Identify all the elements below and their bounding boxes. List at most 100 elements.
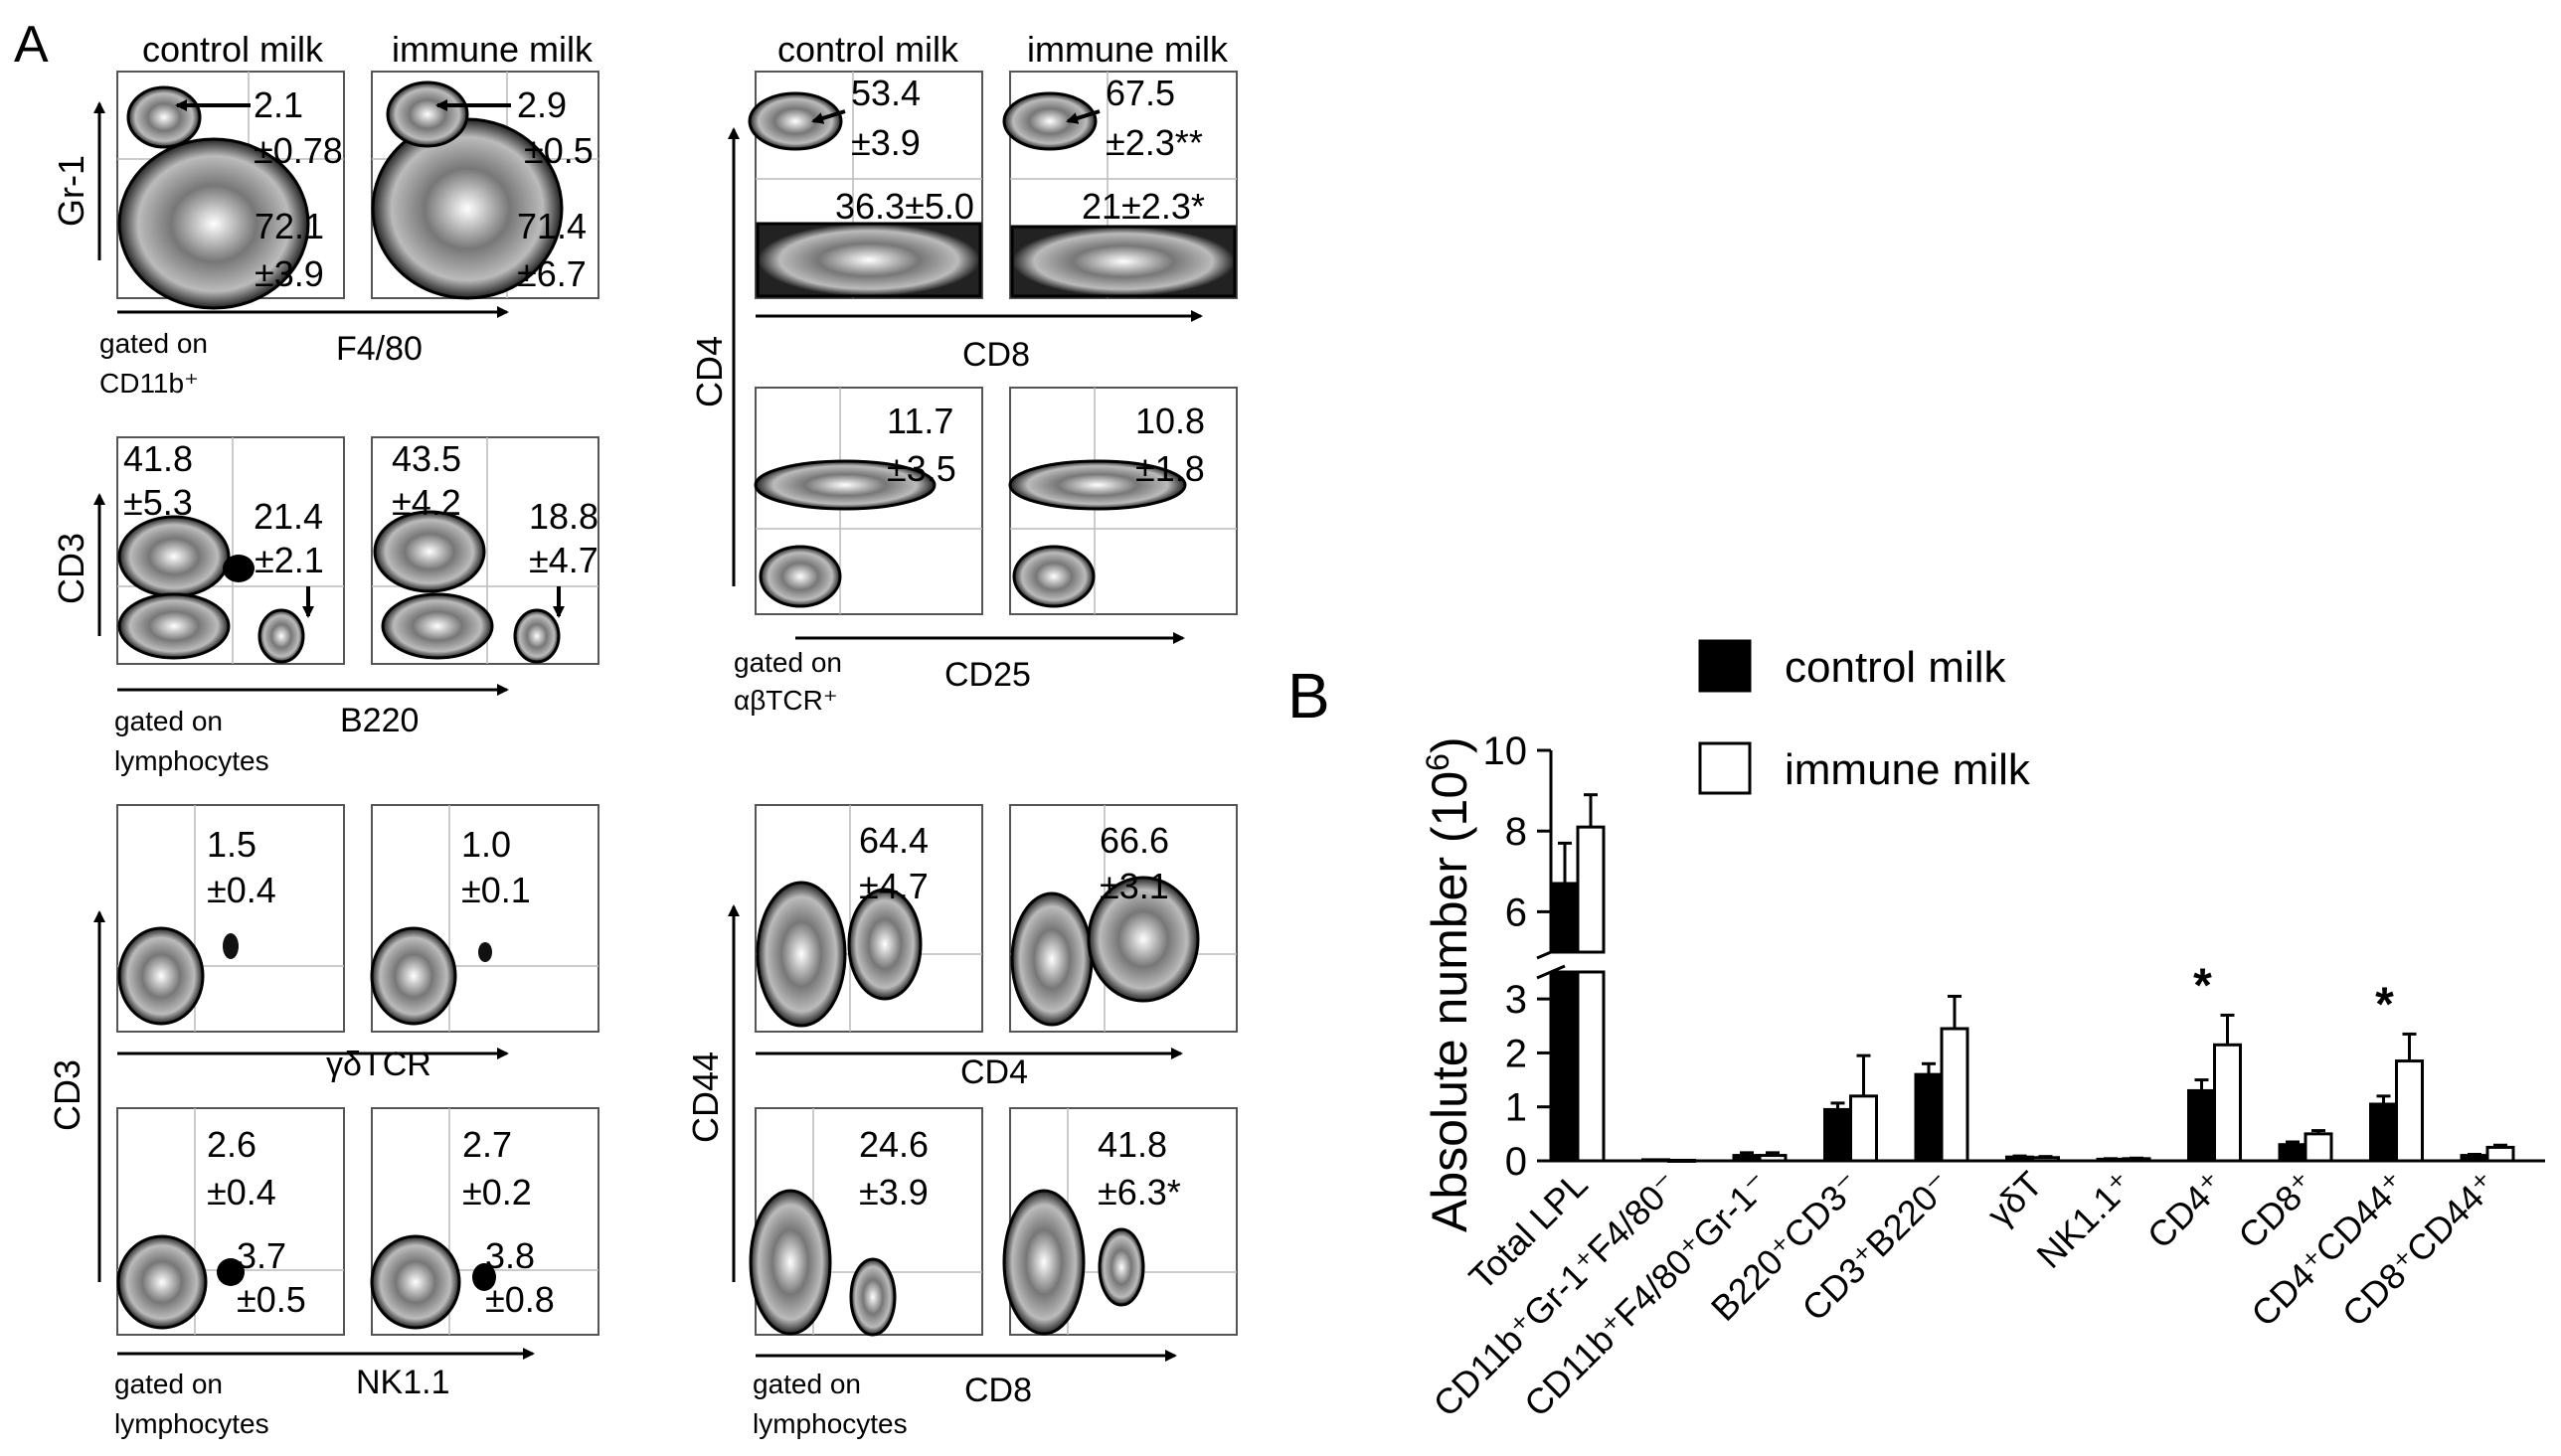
chart-bars: * * <box>1550 793 2515 1163</box>
bar-control <box>2278 1143 2307 1163</box>
bar-control <box>1732 1154 1762 1163</box>
x-tick-label: NK1.1⁺ <box>2028 1164 2140 1276</box>
stat-gr1-immune-0: 2.9 <box>517 84 567 125</box>
stat-nk11-immune-2: 3.8 <box>485 1235 535 1276</box>
flow-plot-gr1-immune <box>371 71 599 300</box>
bar-control <box>1823 1107 1852 1163</box>
stat-cd3b220-control-1: ±5.3 <box>123 482 193 523</box>
stat-nk11-control-2: 3.7 <box>237 1235 286 1276</box>
bar-immune <box>2395 1059 2424 1163</box>
bar-control <box>2460 1154 2489 1163</box>
bar-immune <box>1940 1027 1969 1163</box>
stat-gr1-immune-2: 71.4 <box>517 206 587 246</box>
stat-gr1-control-3: ±3.9 <box>255 253 324 294</box>
flow-plot-cd25-immune <box>1008 387 1238 615</box>
stat-cd3b220-immune-1: ±4.2 <box>392 482 461 523</box>
stat-cd3b220-immune-0: 43.5 <box>392 438 461 479</box>
bar-control <box>2005 1155 2034 1163</box>
flow-plot-nk11-immune <box>370 1107 599 1336</box>
stat-cd25-control-0: 11.7 <box>887 401 953 441</box>
flow-block-cd3b220: 41.8 ±5.3 21.4 ±2.1 43.5 ±4.2 18.8 ±4.7 … <box>51 436 599 776</box>
stat-gdtcr-immune-1: ±0.1 <box>461 870 531 910</box>
gate-label-nk11-0: gated on <box>114 1369 223 1399</box>
stat-gdtcr-control-0: 1.5 <box>207 824 256 865</box>
stat-gdtcr-immune-0: 1.0 <box>461 824 511 865</box>
flow-block-gr1: 2.1 ±0.78 72.1 ±3.9 2.9 ±0.5 71.4 ±6.7 G… <box>51 71 599 399</box>
x-axis-label-gr1: F4/80 <box>336 330 423 368</box>
arrow-cd4cd8-control <box>811 109 846 124</box>
stat-gr1-control-2: 72.1 <box>255 206 324 246</box>
bar-immune <box>1849 1094 1878 1163</box>
panel-label-a: A <box>14 16 49 74</box>
stat-cd44cd8-immune-0: 41.8 <box>1098 1124 1167 1165</box>
header-control-left: control milk <box>142 29 324 70</box>
stat-cd44cd8-control-1: ±3.9 <box>859 1172 929 1213</box>
flow-plot-gdtcr-immune <box>370 804 599 1033</box>
x-axis-label-cd25: CD25 <box>944 656 1031 694</box>
gate-label-cd44cd8-0: gated on <box>753 1369 861 1399</box>
stat-cd25-control-1: ±3.5 <box>887 448 956 489</box>
stat-cd3b220-control-3: ±2.1 <box>255 540 324 580</box>
bar-control <box>2187 1088 2216 1163</box>
flow-block-cd44cd4: 64.4 ±4.7 66.6 ±3.1 CD4 CD44 <box>685 804 1238 1282</box>
stat-cd44cd4-immune-1: ±3.1 <box>1100 866 1169 906</box>
y-tick-label-upper: 6 <box>1505 890 1527 934</box>
legend-label-control: control milk <box>1785 643 2006 692</box>
x-axis-label-cd4cd8: CD8 <box>962 336 1030 374</box>
legend: control milk immune milk <box>1698 639 2031 795</box>
bar-immune-upper <box>1576 825 1606 954</box>
flow-plot-cd4cd8-immune <box>1002 71 1238 299</box>
gate-label-cd3b220-0: gated on <box>114 706 223 736</box>
flow-plot-cd3b220-control <box>116 436 345 665</box>
flow-plot-cd44cd4-control <box>755 804 983 1033</box>
panel-label-b: B <box>1287 660 1330 731</box>
stat-cd4cd8-immune-1: ±2.3** <box>1106 122 1203 163</box>
stat-cd44cd4-immune-0: 66.6 <box>1100 820 1169 861</box>
bar-chart: control milk immune milk Absolute number… <box>1420 639 2545 1425</box>
bar-control <box>2369 1102 2398 1163</box>
y-axis-label-close: ) <box>1422 736 1477 753</box>
x-tick-label: CD4⁺ <box>2139 1164 2232 1256</box>
y-tick-label-lower: 1 <box>1505 1086 1527 1130</box>
y-axis-label-cd3b220: CD3 <box>51 533 91 604</box>
bar-immune <box>1758 1154 1788 1163</box>
flow-plot-cd44cd8-control <box>749 1107 983 1337</box>
stat-nk11-immune-1: ±0.2 <box>462 1172 532 1213</box>
stat-nk11-immune-0: 2.7 <box>462 1124 512 1165</box>
stat-cd3b220-control-2: 21.4 <box>254 496 323 537</box>
y-axis-label-main: Absolute number (10 <box>1422 771 1477 1232</box>
stat-cd4cd8-control-0: 53.4 <box>851 73 921 113</box>
bar-immune <box>2031 1156 2060 1163</box>
stat-gdtcr-control-1: ±0.4 <box>207 870 276 910</box>
stat-cd44cd4-control-0: 64.4 <box>859 820 929 861</box>
stat-cd25-immune-1: ±1.8 <box>1135 448 1205 489</box>
flow-plot-cd25-control <box>754 387 983 615</box>
legend-swatch-control <box>1698 639 1752 693</box>
stat-gr1-control-0: 2.1 <box>254 84 303 125</box>
stat-nk11-control-3: ±0.5 <box>237 1279 306 1320</box>
y-axis-label-gr1: Gr-1 <box>51 155 91 227</box>
flow-plot-cd44cd4-immune <box>1009 804 1238 1033</box>
gate-label-nk11-1: lymphocytes <box>114 1408 269 1439</box>
stat-gr1-immune-3: ±6.7 <box>517 253 587 294</box>
y-tick-label-lower: 0 <box>1505 1140 1527 1184</box>
x-axis-label-nk11: NK1.1 <box>356 1364 450 1401</box>
stat-nk11-control-0: 2.6 <box>207 1124 256 1165</box>
stat-cd4cd8-control-2: 36.3±5.0 <box>835 186 974 227</box>
bar-control <box>1914 1072 1944 1163</box>
legend-label-immune: immune milk <box>1785 745 2031 794</box>
stat-gr1-control-1: ±0.78 <box>254 130 343 171</box>
stat-cd44cd8-immune-1: ±6.3* <box>1098 1172 1181 1213</box>
stat-cd3b220-immune-2: 18.8 <box>529 496 598 537</box>
x-axis-label-cd44cd4: CD4 <box>960 1053 1028 1091</box>
flow-plot-cd4cd8-control <box>748 71 983 299</box>
y-tick-label-upper: 8 <box>1505 810 1527 854</box>
y-axis-label-cd4: CD4 <box>689 336 730 407</box>
chart-x-tick-labels: Total LPLCD11b⁺Gr-1⁺F4/80⁻CD11b⁺F4/80⁺Gr… <box>1425 1164 2504 1425</box>
header-immune-left: immune milk <box>392 29 594 70</box>
gate-label-gr1-1: CD11b⁺ <box>99 368 199 399</box>
flow-plot-cd44cd8-immune <box>1002 1107 1238 1336</box>
stat-nk11-immune-3: ±0.8 <box>485 1279 555 1320</box>
flow-plot-gdtcr-control <box>116 804 345 1033</box>
